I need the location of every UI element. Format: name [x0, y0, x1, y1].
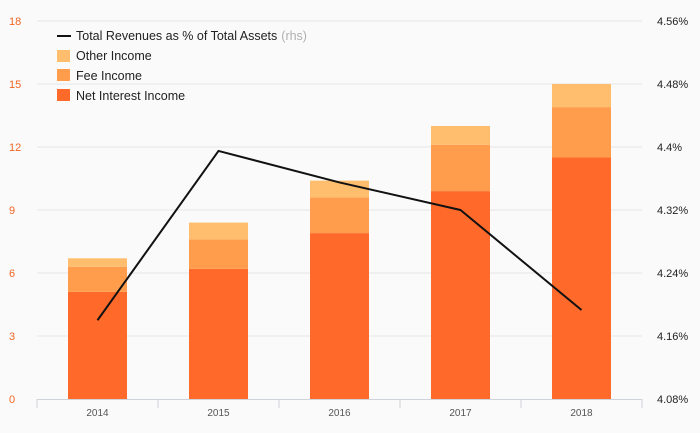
bar-fee-income [68, 266, 127, 292]
right-tick-label: 4.56% [657, 16, 688, 28]
legend-swatch-fee-income [57, 69, 70, 81]
right-tick-label: 4.48% [657, 79, 688, 91]
bar-other-income [68, 258, 127, 267]
legend-label-line: Total Revenues as % of Total Assets (rhs) [76, 29, 307, 43]
left-tick-label: 18 [9, 16, 21, 28]
bar-fee-income [189, 239, 248, 269]
left-tick-label: 15 [9, 79, 21, 91]
right-axis: 4.08% 4.16% 4.24% 4.32% 4.4% 4.48% 4.56% [657, 16, 688, 406]
legend-label-net-interest-income: Net Interest Income [76, 89, 185, 103]
legend-swatch-other-income [57, 50, 70, 62]
left-tick-label: 6 [9, 268, 15, 280]
bar-net-interest-income [68, 291, 127, 399]
bar-net-interest-income [189, 268, 248, 399]
legend-line-name: Total Revenues as % of Total Assets [76, 29, 277, 43]
right-tick-label: 4.24% [657, 268, 688, 280]
revenue-ratio-polyline [96, 149, 583, 321]
revenue-ratio-line [96, 149, 583, 321]
legend-line-suffix: (rhs) [281, 29, 307, 43]
right-tick-label: 4.08% [657, 394, 688, 406]
right-tick-label: 4.4% [657, 142, 682, 154]
bar-fee-income [431, 144, 490, 192]
bar-net-interest-income [431, 191, 490, 399]
x-tick-label: 2016 [328, 408, 351, 419]
right-tick-label: 4.32% [657, 205, 688, 217]
bar-other-income [431, 126, 490, 145]
left-tick-label: 12 [9, 142, 21, 154]
left-tick-label: 3 [9, 331, 15, 343]
left-tick-label: 0 [9, 394, 15, 406]
legend-label-other-income: Other Income [76, 49, 152, 63]
left-tick-label: 9 [9, 205, 15, 217]
x-tick-label: 2017 [449, 408, 472, 419]
bar-net-interest-income [310, 233, 369, 399]
bar-net-interest-income [552, 157, 611, 399]
x-tick-label: 2014 [86, 408, 109, 419]
bar-fee-income [310, 197, 369, 234]
bar-fee-income [552, 107, 611, 158]
left-axis: 0 3 6 9 12 15 18 [9, 16, 21, 406]
legend-swatch-net-interest-income [57, 89, 70, 101]
legend-label-fee-income: Fee Income [76, 69, 142, 83]
legend: Total Revenues as % of Total Assets (rhs)… [57, 29, 307, 103]
x-tick-label: 2018 [570, 408, 593, 419]
bars [68, 84, 611, 399]
x-axis: 2014 2015 2016 2017 2018 [36, 399, 643, 419]
x-tick-label: 2015 [207, 408, 230, 419]
right-tick-label: 4.16% [657, 331, 688, 343]
bar-other-income [552, 84, 611, 108]
bar-other-income [189, 222, 248, 240]
